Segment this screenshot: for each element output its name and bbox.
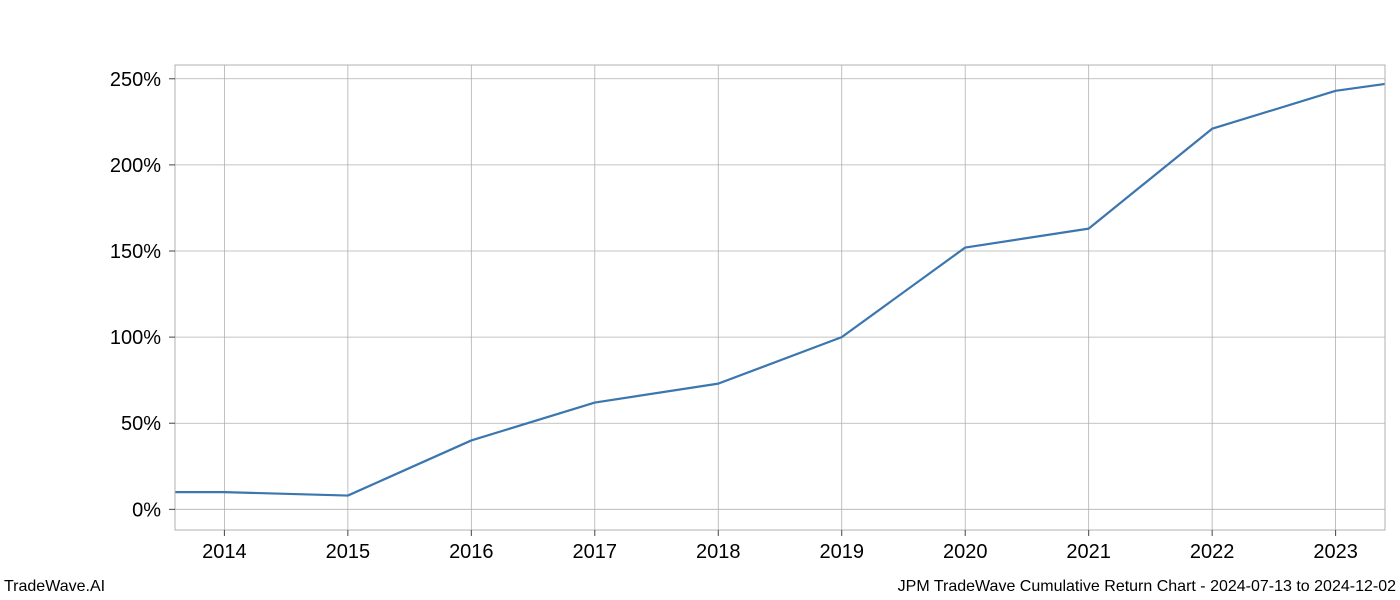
svg-text:2021: 2021 [1066,541,1111,563]
svg-text:0%: 0% [132,499,161,521]
svg-text:50%: 50% [121,413,161,435]
svg-text:2022: 2022 [1190,541,1235,563]
line-chart: 2014 2015 2016 2017 2018 2019 2020 2021 2022 2023… [0,0,1400,600]
chart-container: 2014 2015 2016 2017 2018 2019 2020 2021 2022 2023… [0,0,1400,600]
svg-text:100%: 100% [110,327,161,349]
footer-brand: TradeWave.AI [4,578,105,596]
svg-text:150%: 150% [110,241,161,263]
svg-text:250%: 250% [110,69,161,91]
svg-text:2018: 2018 [696,541,741,563]
svg-text:2015: 2015 [326,541,371,563]
footer-caption: JPM TradeWave Cumulative Return Chart - … [898,578,1396,596]
svg-text:2016: 2016 [449,541,494,563]
svg-text:2017: 2017 [573,541,618,563]
svg-text:200%: 200% [110,155,161,177]
svg-text:2023: 2023 [1313,541,1358,563]
svg-text:2019: 2019 [819,541,864,563]
svg-text:2014: 2014 [202,541,247,563]
svg-text:2020: 2020 [943,541,988,563]
